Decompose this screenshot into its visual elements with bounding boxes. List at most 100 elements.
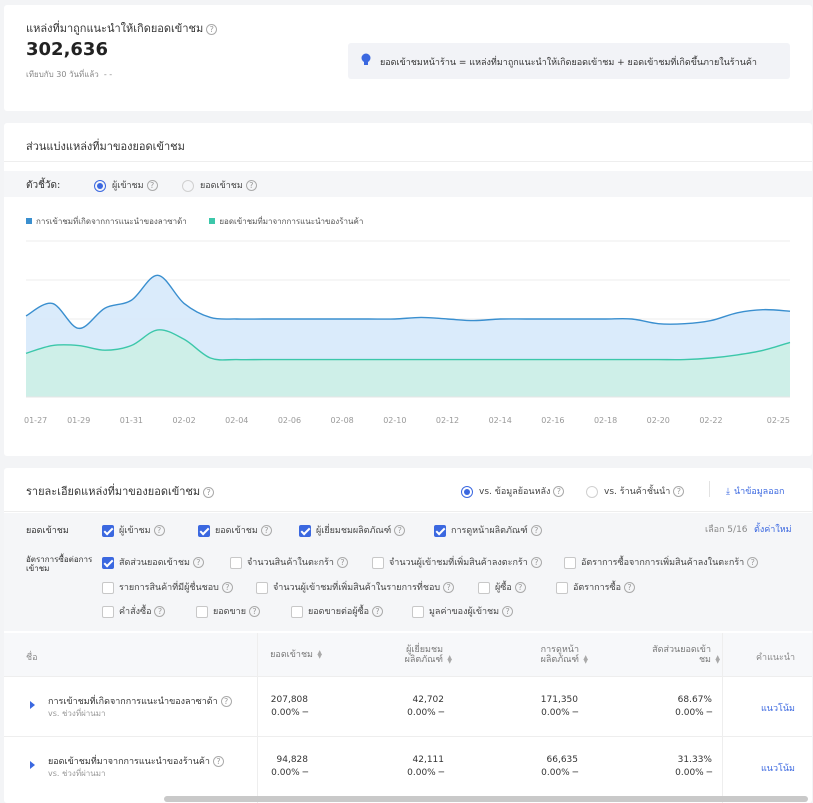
header-product-visitors[interactable]: ผู้เยี่ยมชมผลิตภัณฑ์ ▲ ▼ bbox=[404, 645, 452, 665]
checkbox-visitors[interactable]: ผู้เข้าชม? bbox=[102, 523, 165, 537]
cell-views: 94,828 0.00% ─ bbox=[271, 755, 308, 778]
checkbox-visitor-value[interactable]: มูลค่าของผู้เข้าชม? bbox=[412, 604, 514, 618]
checkbox-icon bbox=[291, 605, 303, 618]
checkbox-wishlist-visitors[interactable]: จำนวนผู้เข้าชมที่เพิ่มสินค้าในรายการที่ช… bbox=[256, 580, 455, 594]
header-views[interactable]: ยอดเข้าชม ▲ ▼ bbox=[270, 648, 322, 660]
help-icon[interactable]: ? bbox=[203, 486, 215, 498]
help-icon[interactable]: ? bbox=[154, 606, 166, 617]
help-icon[interactable]: ? bbox=[502, 606, 514, 617]
help-icon[interactable]: ? bbox=[624, 582, 635, 593]
x-tick-label: 02-16 bbox=[541, 416, 564, 425]
help-icon[interactable]: ? bbox=[206, 23, 218, 35]
legend-item-store[interactable]: ยอดเข้าชมที่มาจากการแนะนำของร้านค้า bbox=[209, 217, 363, 226]
checkbox-cart-visitors[interactable]: จำนวนผู้เข้าชมที่เพิ่มสินค้าลงตะกร้า? bbox=[372, 555, 542, 569]
horizontal-scrollbar[interactable] bbox=[164, 796, 808, 802]
sort-icon: ▲ ▼ bbox=[317, 648, 322, 660]
source-table: ชื่อ ยอดเข้าชม ▲ ▼ ผู้เยี่ยมชมผลิตภัณฑ์ ▲ ▼ … bbox=[4, 633, 812, 803]
compare-option-history[interactable]: vs. ข้อมูลย้อนหลัง? bbox=[461, 484, 565, 498]
help-icon[interactable]: ? bbox=[192, 557, 204, 568]
help-icon[interactable]: ? bbox=[260, 525, 272, 536]
checkbox-revenue[interactable]: ยอดขาย? bbox=[196, 604, 261, 618]
checkbox-view-share[interactable]: สัดส่วนยอดเข้าชม? bbox=[102, 555, 204, 569]
header-product-views[interactable]: การดูหน้าผลิตภัณฑ์ ▲ ▼ bbox=[540, 645, 588, 665]
area-chart: 01-27 01-29 01-31 02-02 02-04 02-06 02-08 02-10… bbox=[24, 240, 791, 425]
column-divider bbox=[722, 633, 723, 803]
checkbox-conversion-rate[interactable]: อัตราการซื้อ? bbox=[556, 580, 635, 594]
x-tick-label: 02-04 bbox=[225, 416, 248, 425]
header-view-share[interactable]: สัดส่วนยอดเข้าชม ▲ ▼ bbox=[652, 645, 720, 665]
metric-option-visitors[interactable]: ผู้เข้าชม? bbox=[94, 178, 158, 192]
group-label-conversion: อัตราการซื้อต่อการเข้าชม bbox=[26, 555, 93, 573]
x-tick-label: 01-27 bbox=[24, 416, 47, 425]
checkbox-cart-conversion[interactable]: อัตราการซื้อจากการเพิ่มสินค้าลงในตะกร้า? bbox=[564, 555, 759, 569]
help-icon[interactable]: ? bbox=[530, 525, 542, 536]
checkbox-icon bbox=[102, 581, 114, 594]
checkbox-cart-items[interactable]: จำนวนสินค้าในตะกร้า? bbox=[230, 555, 348, 569]
help-icon[interactable]: ? bbox=[212, 756, 224, 767]
x-tick-label: 01-31 bbox=[120, 416, 143, 425]
legend-swatch bbox=[26, 218, 32, 224]
checkbox-views[interactable]: ยอดเข้าชม? bbox=[198, 523, 272, 537]
help-icon[interactable]: ? bbox=[220, 696, 232, 707]
help-icon[interactable]: ? bbox=[146, 180, 158, 191]
checkbox-checked-icon bbox=[102, 524, 114, 537]
x-tick-label: 01-29 bbox=[67, 416, 90, 425]
reset-button[interactable]: ตั้งค่าใหม่ bbox=[754, 525, 792, 535]
help-icon[interactable]: ? bbox=[394, 525, 406, 536]
summary-compare: เทียบกับ 30 วันที่แล้ว - - bbox=[26, 70, 113, 79]
help-icon[interactable]: ? bbox=[336, 557, 348, 568]
export-button[interactable]: ⤓ นำข้อมูลออก bbox=[726, 487, 785, 497]
info-text: ยอดเข้าชมหน้าร้าน = แหล่งที่มาถูกแนะนำให… bbox=[380, 58, 757, 68]
cell-product-views: 66,635 0.00% ─ bbox=[541, 755, 578, 778]
help-icon[interactable]: ? bbox=[530, 557, 542, 568]
metric-selector: ยอดเข้าชม ผู้เข้าชม? ยอดเข้าชม? ผู้เยี่ย… bbox=[4, 513, 812, 631]
expand-icon[interactable] bbox=[30, 761, 35, 769]
checkbox-revenue-per-buyer[interactable]: ยอดขายต่อผู้ซื้อ? bbox=[291, 604, 384, 618]
checkbox-orders[interactable]: คำสั่งซื้อ? bbox=[102, 604, 166, 618]
detail-title: รายละเอียดแหล่งที่มาของยอดเข้าชม? bbox=[26, 482, 215, 500]
chart-legend: การเข้าชมที่เกิดจากการแนะนำของลาซาด้า ยอ… bbox=[26, 215, 363, 228]
checkbox-icon bbox=[478, 581, 490, 594]
help-icon[interactable]: ? bbox=[153, 525, 165, 536]
x-tick-label: 02-10 bbox=[383, 416, 406, 425]
select-count: เลือก 5/16 bbox=[705, 525, 748, 535]
compare-option-top-stores[interactable]: vs. ร้านค้าชั้นนำ? bbox=[586, 484, 685, 498]
download-icon: ⤓ bbox=[726, 487, 730, 497]
column-divider bbox=[257, 633, 258, 803]
cell-product-views: 171,350 0.00% ─ bbox=[540, 695, 578, 718]
checkbox-checked-icon bbox=[198, 524, 210, 537]
help-icon[interactable]: ? bbox=[249, 606, 261, 617]
legend-swatch bbox=[209, 218, 216, 224]
trend-link[interactable]: แนวโน้ม bbox=[761, 704, 795, 714]
summary-value: 302,636 bbox=[26, 39, 108, 60]
help-icon[interactable]: ? bbox=[221, 582, 233, 593]
checkbox-checked-icon bbox=[299, 524, 311, 537]
header-name: ชื่อ bbox=[26, 653, 38, 663]
trend-link[interactable]: แนวโน้ม bbox=[761, 764, 795, 774]
help-icon[interactable]: ? bbox=[245, 180, 257, 191]
help-icon[interactable]: ? bbox=[443, 582, 455, 593]
checkbox-buyers[interactable]: ผู้ซื้อ? bbox=[478, 580, 526, 594]
x-tick-label: 02-02 bbox=[172, 416, 195, 425]
expand-icon[interactable] bbox=[30, 701, 35, 709]
share-card: ส่วนแบ่งแหล่งที่มาของยอดเข้าชม ตัวชี้วัด… bbox=[4, 123, 812, 456]
help-icon[interactable]: ? bbox=[372, 606, 384, 617]
help-icon[interactable]: ? bbox=[673, 486, 685, 497]
checkbox-icon bbox=[564, 556, 576, 569]
x-tick-label: 02-14 bbox=[489, 416, 512, 425]
divider bbox=[709, 481, 710, 497]
legend-item-lazada[interactable]: การเข้าชมที่เกิดจากการแนะนำของลาซาด้า bbox=[26, 217, 187, 226]
help-icon[interactable]: ? bbox=[553, 486, 565, 497]
checkbox-product-visitors[interactable]: ผู้เยี่ยมชมผลิตภัณฑ์? bbox=[299, 523, 406, 537]
metric-option-views[interactable]: ยอดเข้าชม? bbox=[182, 178, 257, 192]
summary-card: แหล่งที่มาถูกแนะนำให้เกิดยอดเข้าชม? 302,… bbox=[4, 5, 812, 111]
checkbox-wishlist-items[interactable]: รายการสินค้าที่มีผู้ชื่นชอบ? bbox=[102, 580, 233, 594]
x-tick-label: 02-18 bbox=[594, 416, 617, 425]
checkbox-icon bbox=[230, 556, 242, 569]
metric-bar: ตัวชี้วัด: ผู้เข้าชม? ยอดเข้าชม? bbox=[4, 171, 812, 197]
help-icon[interactable]: ? bbox=[747, 557, 759, 568]
checkbox-product-views[interactable]: การดูหน้าผลิตภัณฑ์? bbox=[434, 523, 542, 537]
cell-product-visitors: 42,702 0.00% ─ bbox=[407, 695, 444, 718]
help-icon[interactable]: ? bbox=[514, 582, 526, 593]
lightbulb-icon bbox=[361, 53, 371, 65]
